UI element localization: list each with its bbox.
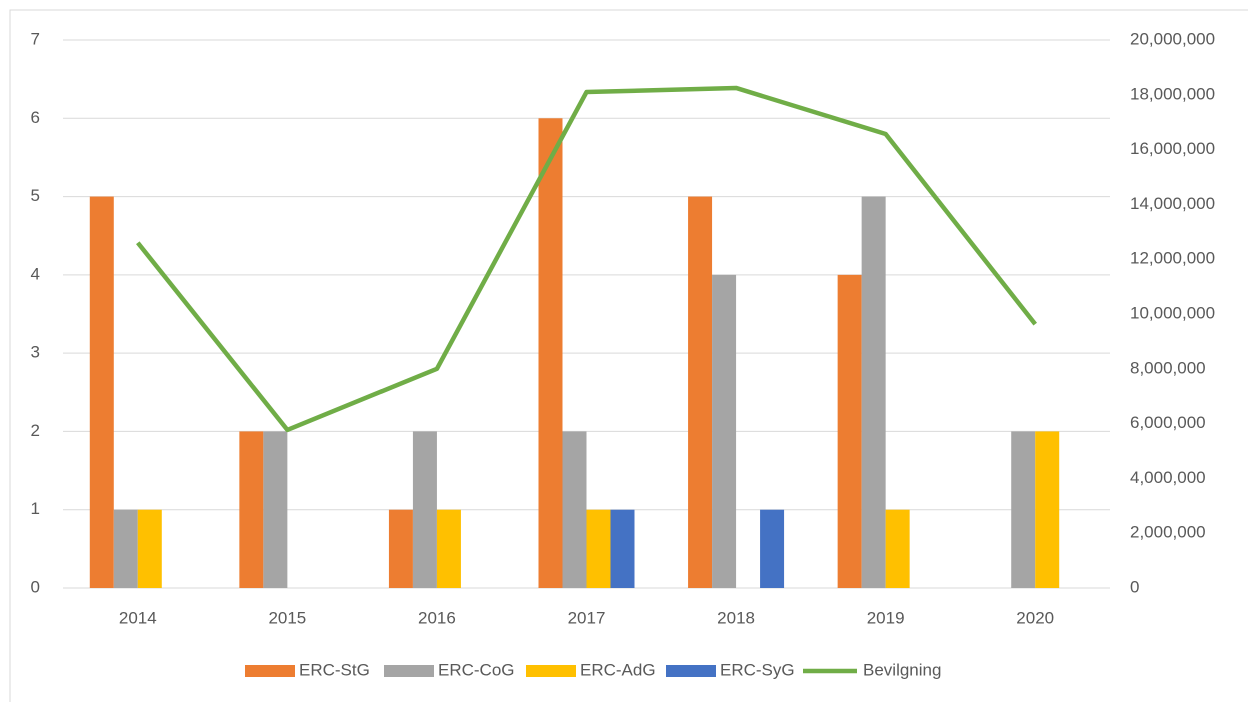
x-tick-label: 2020 [1016,608,1054,627]
bar [760,509,785,588]
y2-tick-label: 4,000,000 [1130,468,1206,487]
bar [436,509,461,588]
y2-tick-label: 8,000,000 [1130,358,1206,377]
y-tick-label: 3 [31,343,40,362]
y2-tick-label: 12,000,000 [1130,249,1215,268]
legend-label: ERC-StG [299,660,370,679]
bar [610,509,635,588]
y-tick-label: 5 [31,186,40,205]
bar [239,431,264,588]
y2-tick-label: 16,000,000 [1130,139,1215,158]
bar [885,509,910,588]
bar [113,509,138,588]
y-tick-label: 6 [31,108,40,127]
y-tick-label: 2 [31,421,40,440]
y-tick-label: 1 [31,499,40,518]
x-tick-label: 2014 [119,608,157,627]
y2-tick-label: 20,000,000 [1130,29,1215,48]
y2-tick-label: 14,000,000 [1130,194,1215,213]
bar [412,431,437,588]
bar [1011,431,1036,588]
y2-tick-label: 18,000,000 [1130,84,1215,103]
legend-label: ERC-SyG [720,660,795,679]
y2-tick-label: 2,000,000 [1130,523,1206,542]
x-tick-label: 2017 [568,608,606,627]
bar [538,118,563,589]
legend-swatch [384,665,434,677]
y2-tick-label: 0 [1130,577,1139,596]
x-tick-label: 2019 [867,608,905,627]
chart-frame [9,9,1248,702]
line [136,85,1037,433]
bar [861,196,886,589]
bar [388,509,413,588]
bar [837,274,862,588]
bar [263,431,288,588]
legend-swatch [245,665,295,677]
bar [1035,431,1060,588]
y2-tick-label: 6,000,000 [1130,413,1206,432]
x-tick-label: 2015 [268,608,306,627]
bar [89,196,114,589]
bar [688,196,713,589]
legend-swatch [526,665,576,677]
bar [586,509,611,588]
bar [137,509,162,588]
bar [562,431,587,588]
y-tick-label: 4 [31,264,40,283]
legend-label: ERC-CoG [438,660,515,679]
legend-label: ERC-AdG [580,660,656,679]
x-tick-label: 2018 [717,608,755,627]
legend-swatch [666,665,716,677]
y-tick-label: 7 [31,29,40,48]
y-tick-label: 0 [31,577,40,596]
x-tick-label: 2016 [418,608,456,627]
y2-tick-label: 10,000,000 [1130,303,1215,322]
bar [712,274,737,588]
legend-label: Bevilgning [863,660,941,679]
